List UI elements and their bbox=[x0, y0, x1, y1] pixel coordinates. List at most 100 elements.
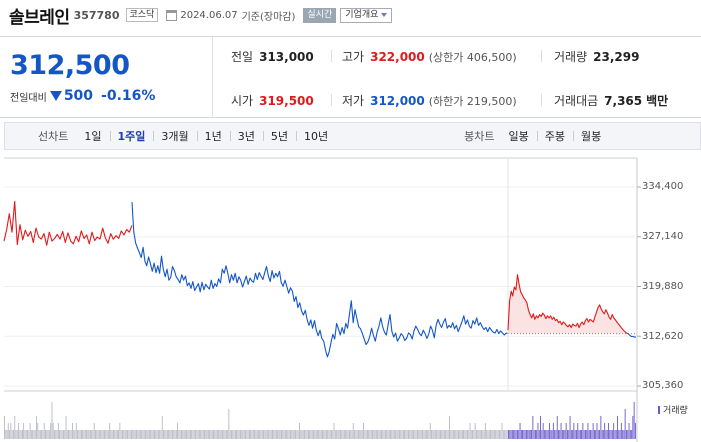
volume-bar bbox=[542, 423, 544, 439]
volume-bar bbox=[191, 430, 193, 439]
period-3y[interactable]: 3년 bbox=[237, 130, 255, 143]
volume-bar bbox=[419, 430, 421, 439]
volume-bar bbox=[479, 430, 481, 439]
volume-bar bbox=[350, 430, 352, 439]
volume-bar bbox=[282, 430, 284, 439]
volume-bar bbox=[570, 430, 572, 439]
volume-bar bbox=[540, 415, 541, 439]
volume-bar bbox=[123, 430, 125, 439]
period-1d[interactable]: 1일 bbox=[84, 130, 102, 143]
volume-bar bbox=[65, 415, 67, 439]
volume-bar bbox=[96, 430, 98, 439]
volume-bar bbox=[300, 430, 302, 439]
volume-bar bbox=[450, 430, 452, 439]
volume-bar bbox=[502, 430, 504, 439]
volume-bar bbox=[631, 430, 633, 439]
volume-bar bbox=[567, 430, 568, 439]
divider bbox=[229, 131, 231, 141]
volume-bar bbox=[401, 430, 403, 439]
volume-bar bbox=[156, 430, 158, 439]
volume-bar bbox=[147, 430, 149, 439]
volume-bar bbox=[459, 430, 461, 439]
stat-label: 고가 bbox=[342, 50, 365, 64]
volume-bar bbox=[30, 430, 32, 439]
volume-bar bbox=[134, 430, 136, 439]
volume-bar bbox=[468, 430, 470, 439]
realtime-button[interactable]: 실시간 bbox=[303, 7, 337, 23]
stat-label: 저가 bbox=[342, 94, 365, 108]
volume-bar bbox=[620, 423, 622, 439]
volume-bar bbox=[159, 430, 161, 439]
divider bbox=[262, 131, 264, 141]
volume-bar bbox=[583, 430, 585, 439]
volume-bar bbox=[364, 430, 366, 439]
volume-bar bbox=[75, 423, 77, 439]
stat-label: 거래량 bbox=[554, 50, 588, 64]
volume-bar bbox=[42, 430, 44, 439]
chevron-down-icon bbox=[381, 13, 388, 17]
volume-bar bbox=[425, 430, 427, 439]
volume-bar bbox=[50, 423, 52, 439]
volume-bar bbox=[204, 430, 205, 439]
period-1y[interactable]: 1년 bbox=[204, 130, 222, 143]
stat-low: 저가 312,000 (하한가 219,500) bbox=[342, 92, 517, 109]
volume-bar bbox=[311, 430, 313, 439]
volume-bar bbox=[397, 430, 399, 439]
volume-bar bbox=[92, 430, 94, 439]
volume-bar bbox=[54, 430, 55, 439]
volume-bar bbox=[596, 423, 598, 439]
divider bbox=[536, 131, 538, 141]
period-5y[interactable]: 5년 bbox=[270, 130, 289, 143]
volume-bar bbox=[532, 415, 534, 439]
volume-bar bbox=[606, 430, 608, 439]
volume-bar bbox=[201, 430, 203, 439]
volume-bar bbox=[623, 430, 625, 439]
volume-bar bbox=[318, 430, 320, 439]
volume-bar bbox=[387, 430, 389, 439]
volume-bar bbox=[266, 430, 268, 439]
company-info-dropdown[interactable]: 기업개요 bbox=[340, 7, 393, 23]
volume-bar bbox=[523, 430, 525, 439]
volume-bar bbox=[295, 430, 296, 439]
candle-weekly[interactable]: 주봉 bbox=[544, 130, 566, 143]
volume-bar bbox=[246, 430, 248, 439]
volume-bar bbox=[423, 430, 425, 439]
volume-bar bbox=[633, 401, 635, 439]
volume-bar bbox=[281, 430, 282, 439]
volume-bar bbox=[150, 430, 152, 439]
volume-bar bbox=[355, 430, 357, 439]
volume-bar bbox=[467, 430, 468, 439]
volume-bar bbox=[472, 430, 473, 439]
volume-bar bbox=[66, 430, 68, 439]
volume-bar bbox=[381, 430, 382, 439]
period-10y[interactable]: 10년 bbox=[304, 130, 329, 143]
period-1w[interactable]: 1주일 bbox=[117, 130, 146, 143]
volume-bar bbox=[522, 430, 523, 439]
volume-bar bbox=[591, 430, 593, 439]
candle-daily[interactable]: 일봉 bbox=[508, 130, 529, 143]
volume-bar bbox=[555, 430, 557, 439]
volume-bar bbox=[393, 430, 395, 439]
period-bar: 선차트 1일 1주일 3개월 1년 3년 5년 10년 봉차트 일봉 주봉 월봉 bbox=[4, 122, 701, 150]
candle-monthly[interactable]: 월봉 bbox=[581, 130, 602, 143]
volume-bar bbox=[406, 430, 408, 439]
volume-bar bbox=[205, 430, 207, 439]
volume-legend-label: 거래량 bbox=[663, 406, 688, 416]
volume-bar bbox=[361, 430, 363, 439]
price-chart[interactable]: 334,400 327,140 319,880 312,620 305,360 … bbox=[0, 150, 701, 442]
period-3m[interactable]: 3개월 bbox=[161, 130, 189, 143]
volume-bar bbox=[324, 430, 326, 439]
volume-bar bbox=[619, 430, 621, 439]
volume-bar bbox=[578, 430, 580, 439]
volume-bar bbox=[93, 423, 95, 439]
volume-bar bbox=[242, 430, 244, 439]
volume-bar bbox=[81, 430, 82, 439]
volume-bar bbox=[56, 430, 58, 439]
volume-bar bbox=[481, 430, 482, 439]
volume-bar bbox=[252, 430, 254, 439]
volume-bar bbox=[101, 430, 103, 439]
stat-value: 313,000 bbox=[259, 49, 314, 64]
volume-bar bbox=[146, 430, 148, 439]
volume-bar bbox=[484, 423, 486, 439]
change-percent: -0.16% bbox=[101, 88, 156, 104]
